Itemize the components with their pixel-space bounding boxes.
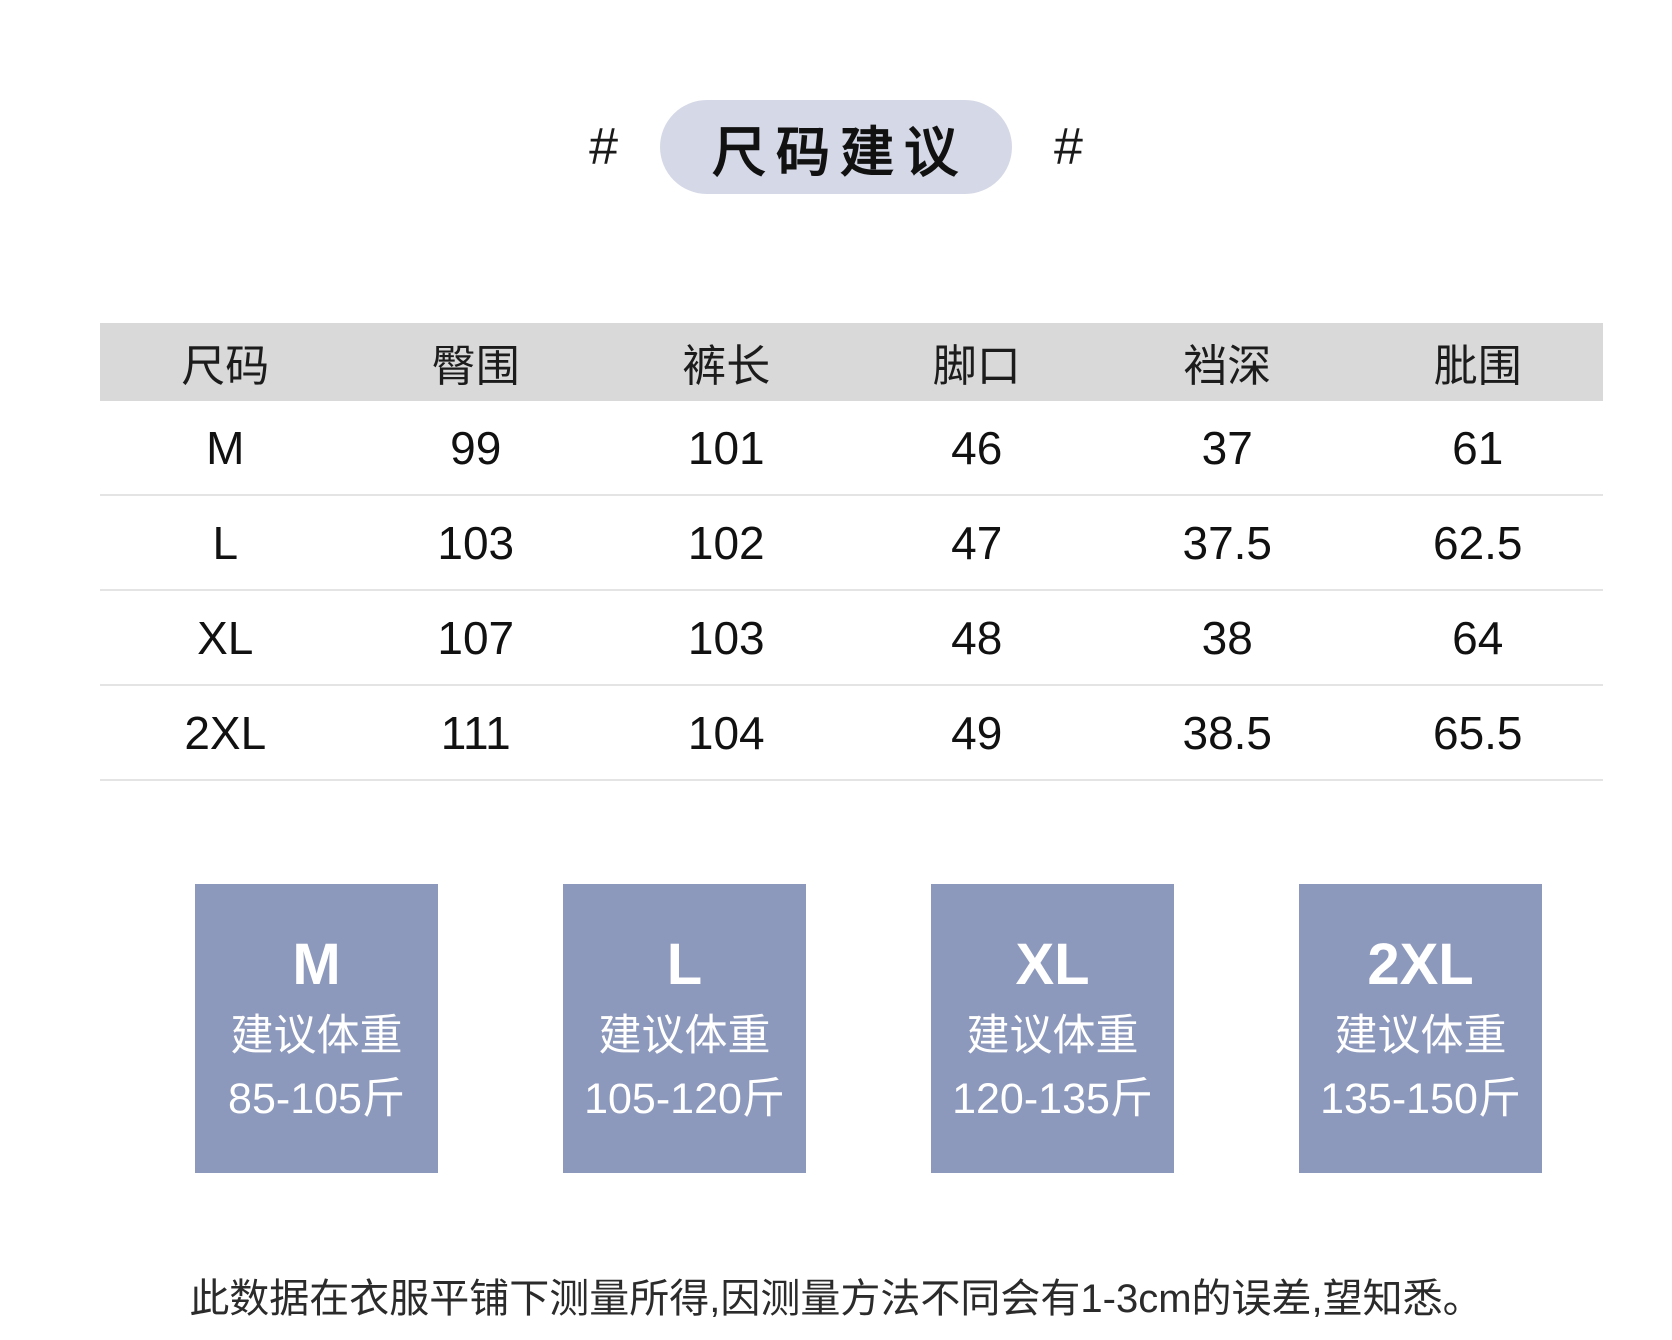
card-size-label: 2XL <box>1367 932 1474 998</box>
card-weight-label: 建议体重 <box>1334 1012 1507 1061</box>
cell-value: 103 <box>687 611 765 664</box>
cell-value: 62.5 <box>1432 516 1523 569</box>
cell-value: 104 <box>687 706 765 759</box>
card-weight-range: 135-150斤 <box>1320 1075 1521 1124</box>
cell-value: 38 <box>1201 611 1253 664</box>
card-weight-label: 建议体重 <box>598 1012 771 1061</box>
cell-value: 37.5 <box>1182 516 1273 569</box>
cell-value: 46 <box>951 421 1003 474</box>
cell-size: XL <box>197 611 254 664</box>
card-weight-range: 105-120斤 <box>584 1075 785 1124</box>
cell-value: 65.5 <box>1432 706 1523 759</box>
page-title: 尺码建议 <box>660 100 1012 194</box>
hash-decoration-left: # <box>589 118 618 176</box>
weight-card-2xl: 2XL 建议体重 135-150斤 <box>1299 884 1542 1173</box>
cell-value: 64 <box>1452 611 1504 664</box>
cell-value: 49 <box>951 706 1003 759</box>
hash-decoration-right: # <box>1054 118 1083 176</box>
weight-card-xl: XL 建议体重 120-135斤 <box>931 884 1174 1173</box>
cell-value: 102 <box>687 516 765 569</box>
table-row: M 99 101 46 37 61 <box>100 401 1603 496</box>
column-header-hem: 脚口 <box>932 342 1021 391</box>
card-size-label: XL <box>1015 932 1090 998</box>
cell-size: M <box>206 421 245 474</box>
card-weight-range: 85-105斤 <box>228 1075 405 1124</box>
column-header-hip: 臀围 <box>431 342 520 391</box>
measurement-disclaimer: 此数据在衣服平铺下测量所得,因测量方法不同会有1-3cm的误差,望知悉。 <box>189 1277 1483 1321</box>
cell-value: 99 <box>450 421 502 474</box>
size-table: 尺码 臀围 裤长 脚口 裆深 肶围 M 99 101 46 37 61 L 10… <box>100 323 1603 781</box>
table-row: 2XL 111 104 49 38.5 65.5 <box>100 686 1603 781</box>
column-header-rise: 裆深 <box>1183 342 1272 391</box>
card-size-label: M <box>292 932 341 998</box>
cell-size: L <box>212 516 239 569</box>
column-header-thigh: 肶围 <box>1433 342 1522 391</box>
card-weight-label: 建议体重 <box>230 1012 403 1061</box>
table-header-row: 尺码 臀围 裤长 脚口 裆深 肶围 <box>100 323 1603 401</box>
cell-value: 38.5 <box>1182 706 1273 759</box>
cell-value: 101 <box>687 421 765 474</box>
cell-value: 48 <box>951 611 1003 664</box>
column-header-length: 裤长 <box>682 342 771 391</box>
cell-value: 37 <box>1201 421 1253 474</box>
weight-card-m: M 建议体重 85-105斤 <box>195 884 438 1173</box>
table-row: L 103 102 47 37.5 62.5 <box>100 496 1603 591</box>
cell-value: 103 <box>437 516 515 569</box>
cell-value: 61 <box>1452 421 1504 474</box>
card-weight-label: 建议体重 <box>966 1012 1139 1061</box>
cell-size: 2XL <box>184 706 267 759</box>
weight-card-l: L 建议体重 105-120斤 <box>563 884 806 1173</box>
weight-card-row: M 建议体重 85-105斤 L 建议体重 105-120斤 XL 建议体重 1… <box>195 884 1542 1173</box>
cell-value: 107 <box>437 611 515 664</box>
cell-value: 47 <box>951 516 1003 569</box>
page-title-row: # 尺码建议 # <box>0 100 1672 194</box>
cell-value: 111 <box>440 706 511 759</box>
card-size-label: L <box>666 932 703 998</box>
column-header-size: 尺码 <box>181 342 270 391</box>
table-row: XL 107 103 48 38 64 <box>100 591 1603 686</box>
card-weight-range: 120-135斤 <box>952 1075 1153 1124</box>
